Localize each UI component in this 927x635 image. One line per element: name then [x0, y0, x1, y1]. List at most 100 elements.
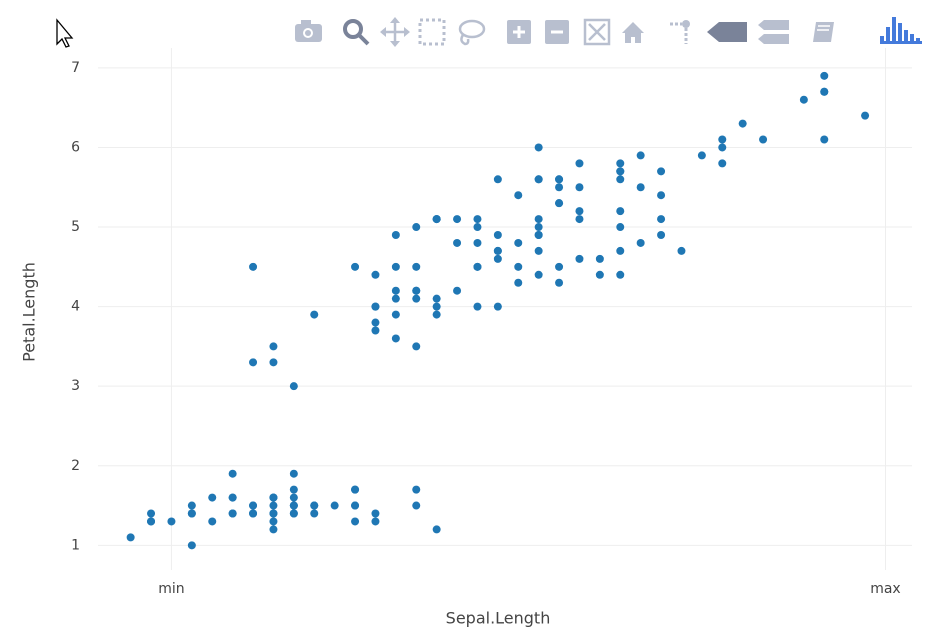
point — [310, 509, 319, 518]
point — [432, 525, 441, 534]
point — [616, 270, 625, 279]
point — [310, 310, 319, 319]
point — [249, 509, 258, 518]
point — [555, 262, 564, 271]
point — [718, 135, 727, 144]
point — [575, 159, 584, 168]
point — [371, 326, 380, 335]
point — [289, 509, 298, 518]
point — [820, 87, 829, 96]
point — [208, 493, 217, 502]
point — [636, 151, 645, 160]
point — [208, 517, 217, 526]
point — [616, 175, 625, 184]
point — [167, 517, 176, 526]
point — [187, 509, 196, 518]
spike-button[interactable] — [670, 20, 690, 44]
point — [697, 151, 706, 160]
point — [575, 183, 584, 192]
point — [657, 167, 666, 176]
plotly-logo[interactable] — [880, 17, 922, 44]
point — [187, 541, 196, 550]
point — [534, 246, 543, 255]
toggle-button[interactable] — [813, 22, 834, 42]
modebar — [295, 17, 922, 47]
point — [412, 223, 421, 232]
point — [534, 175, 543, 184]
point — [391, 310, 400, 319]
point — [126, 533, 135, 542]
hover-compare-button[interactable] — [758, 20, 789, 44]
point — [310, 501, 319, 510]
point — [249, 262, 258, 271]
point — [371, 509, 380, 518]
point — [534, 143, 543, 152]
y-tick-label: 5 — [71, 219, 80, 235]
point — [555, 175, 564, 184]
point — [820, 135, 829, 144]
point — [718, 143, 727, 152]
pan-button[interactable] — [380, 17, 410, 47]
point — [473, 262, 482, 271]
point — [147, 509, 156, 518]
lasso-button[interactable] — [458, 19, 486, 46]
point — [493, 302, 502, 311]
point — [289, 493, 298, 502]
point — [738, 119, 747, 128]
point — [636, 238, 645, 247]
point — [412, 501, 421, 510]
point — [514, 278, 523, 287]
point — [799, 95, 808, 104]
point — [555, 278, 564, 287]
point — [473, 302, 482, 311]
point — [412, 286, 421, 295]
hover-closest-button[interactable] — [707, 22, 747, 42]
point — [555, 199, 564, 208]
y-tick-label: 3 — [71, 378, 80, 394]
point — [269, 358, 278, 367]
point — [228, 493, 237, 502]
y-tick-label: 1 — [71, 537, 80, 553]
point — [391, 294, 400, 303]
point — [412, 342, 421, 351]
home-button[interactable] — [622, 22, 644, 43]
point — [432, 215, 441, 224]
point — [677, 246, 686, 255]
zoom-in-button[interactable] — [507, 20, 531, 44]
point — [493, 175, 502, 184]
autoscale-button[interactable] — [583, 18, 611, 46]
zoom-button[interactable] — [343, 19, 370, 46]
point — [473, 238, 482, 247]
point — [861, 111, 870, 120]
point — [432, 294, 441, 303]
point — [534, 270, 543, 279]
point — [616, 159, 625, 168]
point — [575, 207, 584, 216]
point — [391, 286, 400, 295]
point — [595, 270, 604, 279]
point — [289, 485, 298, 494]
zoom-out-button[interactable] — [545, 20, 569, 44]
camera-button[interactable] — [295, 20, 322, 42]
plot-area: 1 2 3 4 5 6 7 min max — [71, 48, 912, 597]
point — [228, 509, 237, 518]
box-select-button[interactable] — [418, 18, 446, 46]
point — [657, 215, 666, 224]
point — [514, 191, 523, 200]
x-tick-label: min — [158, 581, 184, 597]
x-tick-label: max — [870, 581, 901, 597]
point — [412, 262, 421, 271]
point — [432, 310, 441, 319]
point — [432, 302, 441, 311]
point — [351, 262, 360, 271]
point — [371, 517, 380, 526]
point — [453, 215, 462, 224]
point — [330, 501, 339, 510]
point — [351, 501, 360, 510]
point — [493, 230, 502, 239]
point — [228, 469, 237, 478]
point — [371, 318, 380, 327]
point — [718, 159, 727, 168]
point — [269, 342, 278, 351]
point — [269, 509, 278, 518]
